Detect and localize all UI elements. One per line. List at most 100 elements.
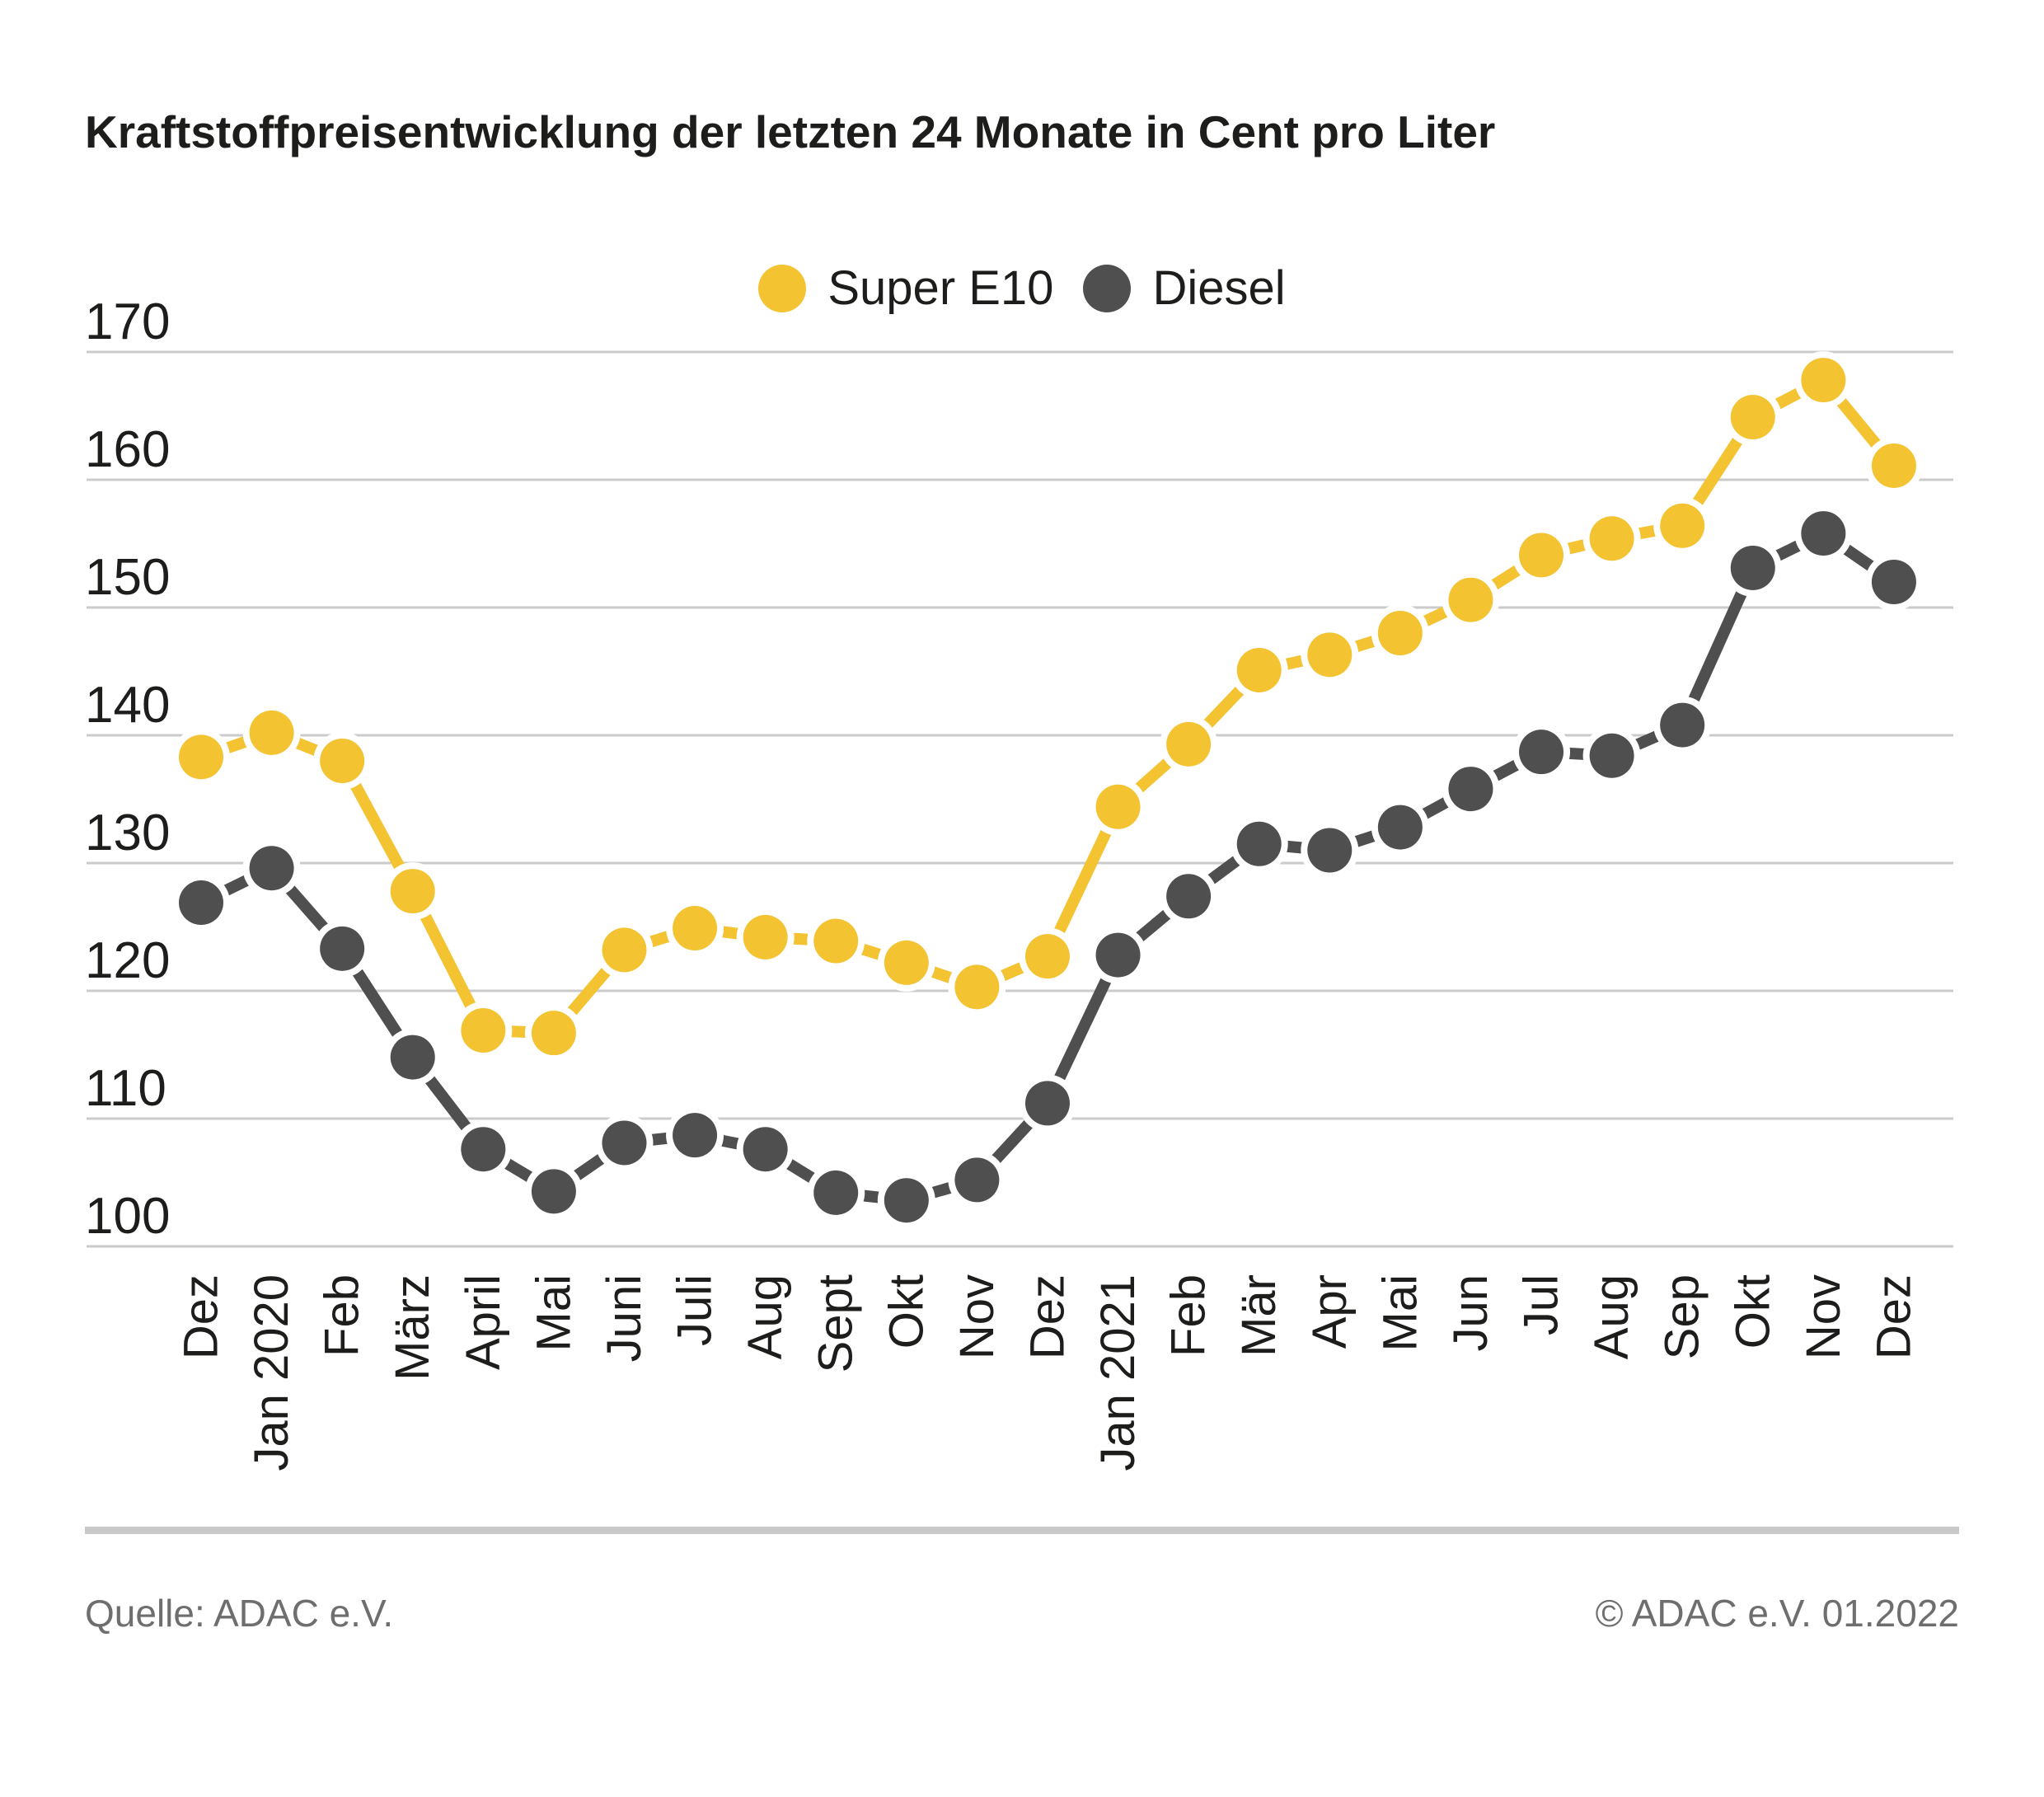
data-point-diesel-Mär xyxy=(1236,821,1282,866)
data-point-super-e10-Aug xyxy=(743,914,788,959)
data-point-diesel-Feb xyxy=(320,926,365,971)
data-point-diesel-Jun xyxy=(1448,767,1493,812)
x-tick-label-Aug: Aug xyxy=(738,1274,792,1359)
x-tick-label-Aug: Aug xyxy=(1585,1274,1638,1359)
super-e10-dot-icon xyxy=(758,264,807,312)
data-point-super-e10-Mai xyxy=(531,1011,576,1056)
data-point-super-e10-Nov xyxy=(954,964,1000,1010)
x-tick-label-Mär: Mär xyxy=(1232,1274,1286,1357)
y-tick-label-120: 120 xyxy=(85,932,170,989)
data-point-super-e10-Jun xyxy=(1448,577,1493,622)
data-point-diesel-Nov xyxy=(954,1157,1000,1203)
data-point-super-e10-Jul xyxy=(1519,533,1564,578)
y-tick-label-150: 150 xyxy=(85,549,170,606)
data-point-diesel-Mai xyxy=(531,1169,576,1214)
data-point-diesel-Apr xyxy=(1307,828,1353,873)
legend-label-diesel: Diesel xyxy=(1152,261,1286,315)
data-point-super-e10-März xyxy=(390,869,435,914)
data-point-super-e10-Apr xyxy=(1307,632,1353,678)
data-point-super-e10-Sep xyxy=(1660,503,1705,548)
footer-separator xyxy=(85,1527,1959,1534)
x-tick-label-Feb: Feb xyxy=(316,1274,369,1357)
x-tick-label-Jul: Jul xyxy=(1515,1274,1568,1335)
data-point-super-e10-Aug xyxy=(1589,516,1634,561)
data-point-diesel-März xyxy=(390,1035,435,1080)
data-point-diesel-Mai xyxy=(1377,805,1423,850)
data-point-super-e10-Nov xyxy=(1801,358,1846,403)
series-points xyxy=(172,351,1923,1230)
legend: Super E10 Diesel xyxy=(0,260,2044,316)
x-tick-label-Apr: Apr xyxy=(1303,1274,1357,1349)
data-point-super-e10-Dez xyxy=(179,734,223,780)
y-tick-label-160: 160 xyxy=(85,421,170,478)
source-credit: Quelle: ADAC e.V. xyxy=(85,1592,394,1635)
x-tick-label-Juni: Juni xyxy=(598,1274,651,1362)
x-tick-label-Dez: Dez xyxy=(1020,1274,1074,1359)
data-point-diesel-Nov xyxy=(1801,511,1846,556)
data-point-diesel-Okt xyxy=(1730,545,1775,590)
data-point-diesel-Juli xyxy=(673,1113,718,1158)
data-point-diesel-Jan-2021 xyxy=(1095,932,1141,978)
x-tick-label-Dez: Dez xyxy=(1867,1274,1920,1359)
gridlines xyxy=(87,350,1953,1248)
data-point-diesel-April xyxy=(461,1127,506,1172)
x-tick-label-Jan-2021: Jan 2021 xyxy=(1091,1274,1145,1471)
x-tick-label-Nov: Nov xyxy=(1797,1274,1850,1359)
data-point-super-e10-Okt xyxy=(884,940,929,985)
chart-title: Kraftstoffpreisentwicklung der letzten 2… xyxy=(85,106,1496,157)
data-point-super-e10-Jan-2020 xyxy=(249,710,294,755)
x-tick-label-Jan-2020: Jan 2020 xyxy=(245,1274,298,1471)
y-tick-label-100: 100 xyxy=(85,1188,170,1245)
data-point-super-e10-Mär xyxy=(1236,647,1282,692)
diesel-dot-icon xyxy=(1083,264,1132,312)
data-point-super-e10-Mai xyxy=(1377,611,1423,655)
x-tick-label-Dez: Dez xyxy=(175,1274,228,1359)
x-tick-label-Jun: Jun xyxy=(1444,1274,1498,1352)
copyright-notice: © ADAC e.V. 01.2022 xyxy=(1595,1592,1959,1635)
x-tick-label-Okt: Okt xyxy=(879,1274,933,1349)
x-tick-label-Mai: Mai xyxy=(1373,1274,1427,1351)
legend-item-diesel: Diesel xyxy=(1083,260,1286,316)
x-tick-label-Nov: Nov xyxy=(950,1274,1004,1359)
data-point-super-e10-Dez xyxy=(1871,443,1916,488)
legend-item-super-e10: Super E10 xyxy=(758,260,1053,316)
data-point-diesel-Dez xyxy=(1024,1081,1070,1126)
data-point-super-e10-Juni xyxy=(602,927,647,973)
data-point-diesel-Sep xyxy=(1660,702,1705,748)
data-point-diesel-Aug xyxy=(743,1127,788,1172)
data-point-super-e10-Feb xyxy=(320,739,365,783)
data-point-diesel-Aug xyxy=(1589,733,1634,778)
data-point-diesel-Dez xyxy=(179,880,223,926)
data-point-super-e10-April xyxy=(461,1008,506,1053)
y-tick-label-140: 140 xyxy=(85,677,170,734)
data-point-super-e10-Juli xyxy=(673,906,718,951)
data-point-diesel-Jan-2020 xyxy=(249,846,294,891)
data-point-super-e10-Okt xyxy=(1730,395,1775,440)
x-axis-labels: Dez Jan 2020 Feb März April Mai Juni Juli Aug Sep… xyxy=(175,1274,1921,1471)
y-tick-label-170: 170 xyxy=(85,293,170,350)
data-point-diesel-Okt xyxy=(884,1178,929,1223)
y-axis-labels: 170 160 150 140 130 120 110 100 xyxy=(85,293,170,1245)
x-tick-label-Sep: Sep xyxy=(1656,1274,1709,1359)
data-point-diesel-Dez xyxy=(1871,560,1916,604)
data-point-diesel-Juni xyxy=(602,1120,647,1166)
data-point-diesel-Jul xyxy=(1519,730,1564,775)
x-tick-label-Mai: Mai xyxy=(527,1274,580,1351)
x-tick-label-Juli: Juli xyxy=(668,1274,722,1346)
data-point-super-e10-Jan-2021 xyxy=(1095,784,1141,829)
data-point-super-e10-Sept xyxy=(813,918,859,964)
data-point-super-e10-Feb xyxy=(1166,721,1212,767)
data-point-diesel-Feb xyxy=(1166,874,1212,919)
data-point-diesel-Sept xyxy=(813,1170,859,1215)
x-tick-label-April: April xyxy=(457,1274,510,1370)
x-tick-label-März: März xyxy=(386,1274,439,1381)
data-point-super-e10-Dez xyxy=(1024,934,1070,979)
y-tick-label-110: 110 xyxy=(85,1060,166,1117)
legend-label-super-e10: Super E10 xyxy=(827,261,1054,315)
x-tick-label-Feb: Feb xyxy=(1162,1274,1216,1357)
y-tick-label-130: 130 xyxy=(85,805,170,861)
x-tick-label-Sept: Sept xyxy=(809,1274,863,1372)
x-tick-label-Okt: Okt xyxy=(1726,1274,1779,1349)
